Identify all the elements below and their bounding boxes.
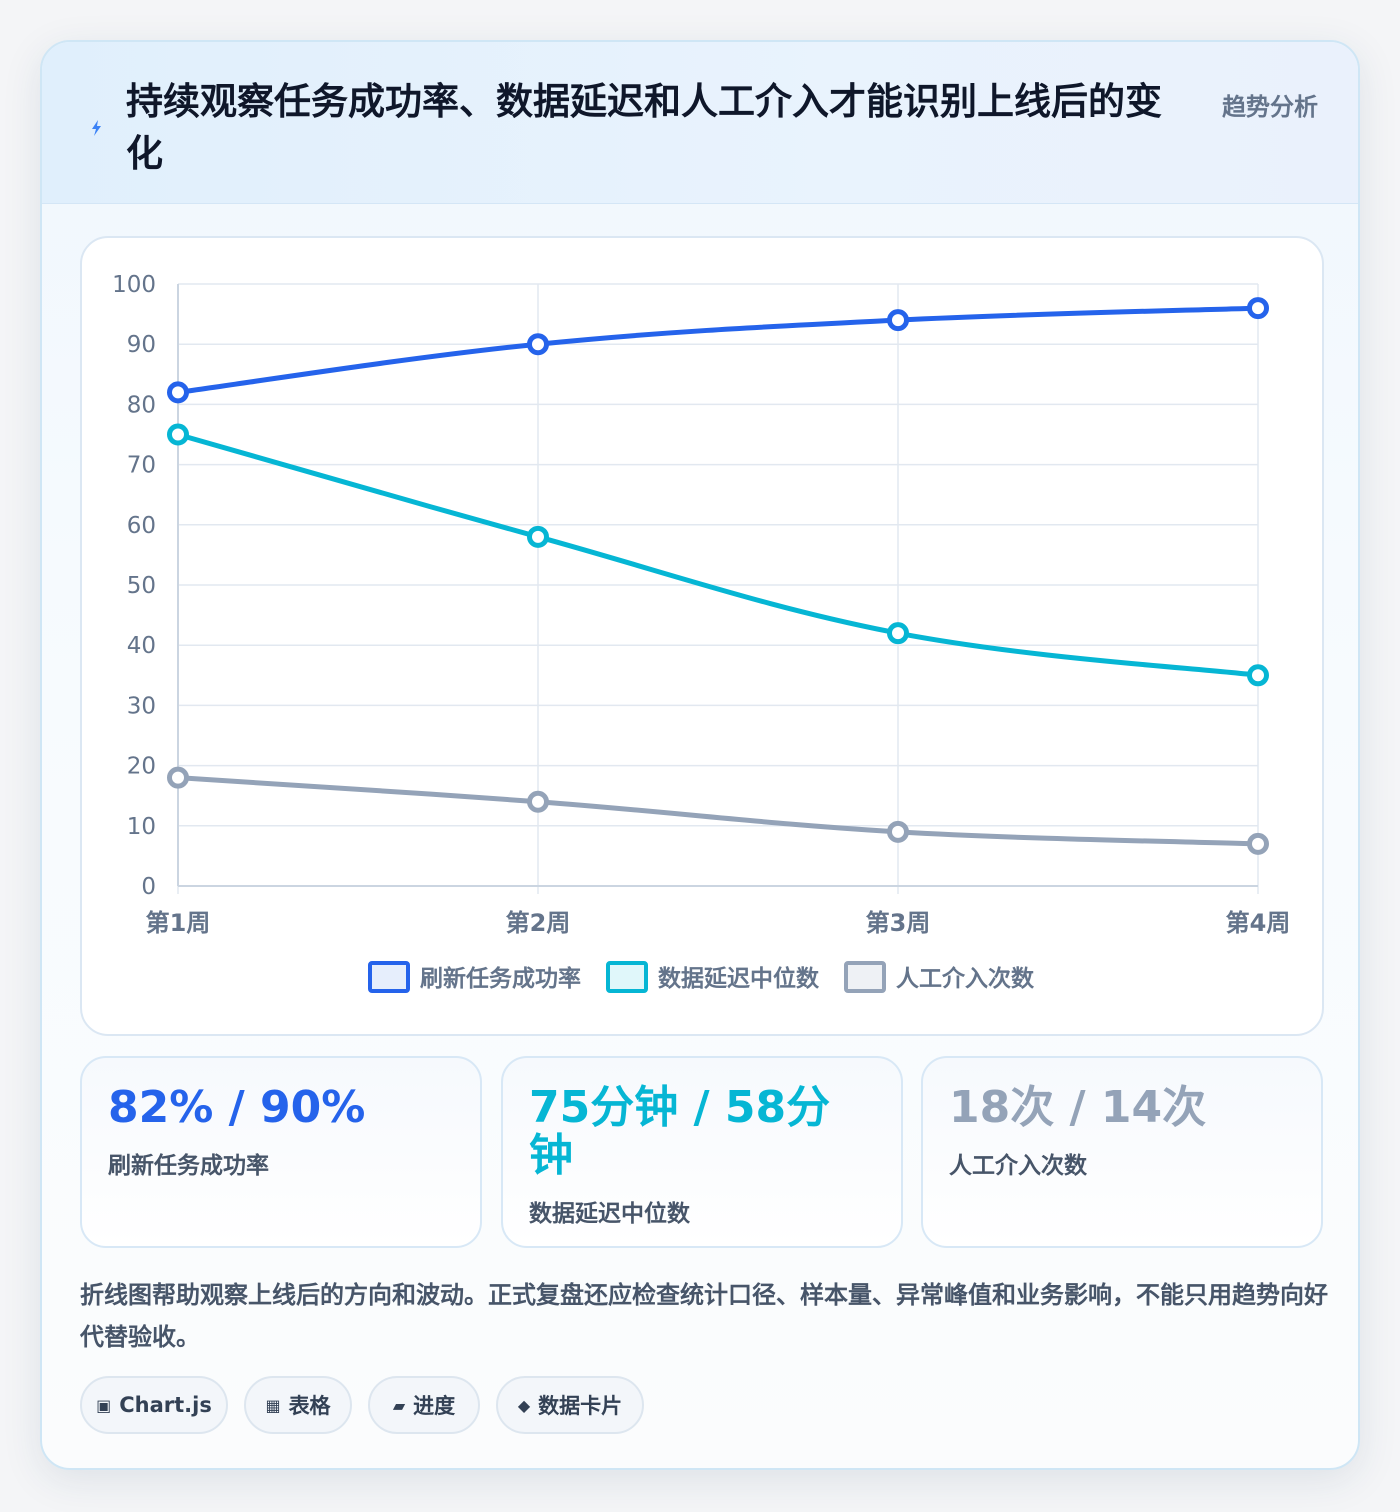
y-tick-label: 40 <box>127 633 156 659</box>
legend-label: 刷新任务成功率 <box>420 965 581 992</box>
legend-swatch <box>606 961 648 993</box>
stat-value: 18次 / 14次 <box>949 1082 1207 1133</box>
chip-label: Chart.js <box>119 1393 212 1417</box>
data-point <box>887 820 909 843</box>
lightning-icon <box>92 120 101 136</box>
data-point <box>527 790 549 813</box>
series-line-3 <box>175 775 1261 847</box>
chart-panel: 0 10 20 30 40 50 60 70 80 90 100 第1周 第2周 第3周 第4周刷新任务成功… <box>80 236 1324 1036</box>
chart-icon: ▣ <box>96 1395 112 1415</box>
legend-label: 人工介入次数 <box>896 965 1035 992</box>
data-point <box>167 423 189 446</box>
stat-label: 刷新任务成功率 <box>108 1153 269 1179</box>
chip-label: 数据卡片 <box>538 1394 623 1418</box>
stat-value: 82% / 90% <box>108 1082 366 1133</box>
x-tick-label: 第2周 <box>506 909 571 937</box>
y-tick-label: 30 <box>127 693 156 719</box>
legend-label: 数据延迟中位数 <box>658 965 820 992</box>
chip-data-card[interactable]: ◆ 数据卡片 <box>496 1376 644 1434</box>
header-tag: 趋势分析 <box>1222 93 1318 121</box>
table-icon: ▦ <box>265 1395 281 1415</box>
data-point <box>1247 297 1269 320</box>
legend-swatch <box>368 961 410 993</box>
legend-swatch <box>844 961 886 993</box>
chip-label: 进度 <box>413 1394 456 1418</box>
y-tick-label: 80 <box>127 392 156 418</box>
y-tick-label: 50 <box>127 573 156 599</box>
stat-value: 75分钟 / 58分钟 <box>529 1082 831 1181</box>
y-tick-label: 60 <box>127 513 156 539</box>
chip-table[interactable]: ▦ 表格 <box>244 1376 352 1434</box>
y-tick-label: 0 <box>141 874 156 900</box>
chip-label: 表格 <box>288 1394 331 1418</box>
stat-label: 人工介入次数 <box>949 1153 1087 1179</box>
data-point <box>1247 664 1269 687</box>
data-point <box>167 766 189 789</box>
data-point <box>1247 832 1269 855</box>
y-tick-label: 100 <box>112 272 156 298</box>
stat-card-success-rate: 82% / 90% 刷新任务成功率 <box>80 1056 482 1248</box>
chip-progress[interactable]: ▰ 进度 <box>368 1376 480 1434</box>
y-tick-label: 10 <box>127 814 156 840</box>
card-header: 持续观察任务成功率、数据延迟和人工介入才能识别上线后的变化 趋势分析 <box>42 42 1358 204</box>
stat-label: 数据延迟中位数 <box>529 1201 690 1227</box>
data-point <box>167 381 189 404</box>
stat-card-manual-intervention: 18次 / 14次 人工介入次数 <box>921 1056 1323 1248</box>
stat-card-data-delay: 75分钟 / 58分钟 数据延迟中位数 <box>501 1056 903 1248</box>
progress-icon: ▰ <box>392 1395 406 1415</box>
data-point <box>527 333 549 356</box>
series-line-1 <box>175 305 1261 395</box>
y-tick-label: 20 <box>127 754 156 780</box>
chart-note: 折线图帮助观察上线后的方向和波动。正式复盘还应检查统计口径、样本量、异常峰值和业… <box>80 1281 1328 1351</box>
data-point <box>887 622 909 645</box>
page-title: 持续观察任务成功率、数据延迟和人工介入才能识别上线后的变化 <box>126 80 1162 175</box>
x-tick-label: 第1周 <box>146 909 211 937</box>
y-tick-label: 90 <box>127 332 156 358</box>
series-line-2 <box>175 432 1261 678</box>
chip-chartjs[interactable]: ▣ Chart.js <box>80 1376 228 1434</box>
trend-card: 持续观察任务成功率、数据延迟和人工介入才能识别上线后的变化 趋势分析 0 10 20… <box>40 40 1360 1470</box>
data-point <box>527 525 549 548</box>
data-point <box>887 309 909 332</box>
x-tick-label: 第3周 <box>866 909 931 937</box>
x-tick-label: 第4周 <box>1226 909 1291 937</box>
y-tick-label: 70 <box>127 453 156 479</box>
line-chart: 0 10 20 30 40 50 60 70 80 90 100 第1周 第2周 第3周 第4周刷新任务成功… <box>112 272 1291 993</box>
data-card-icon: ◆ <box>517 1395 531 1415</box>
